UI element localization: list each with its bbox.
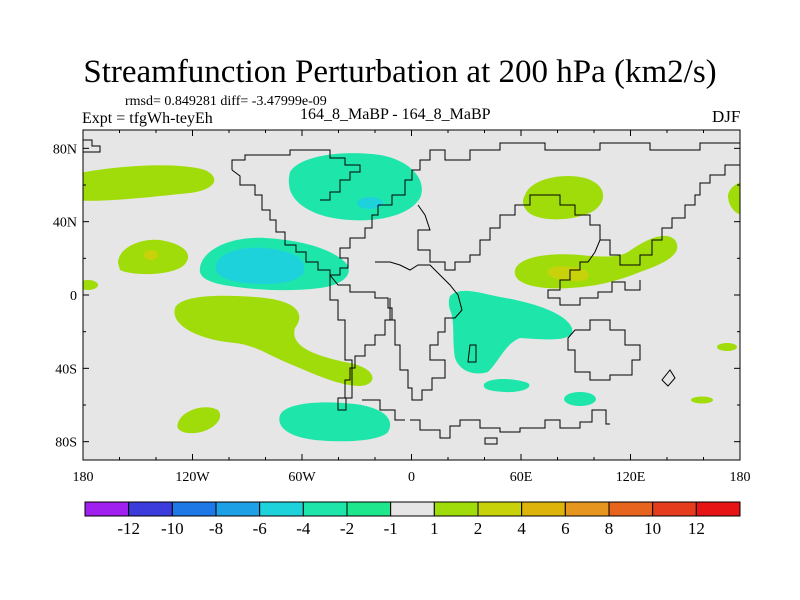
coast-africa	[375, 261, 463, 401]
coast-antarctic-islands	[484, 437, 498, 445]
colorbar-swatch	[346, 501, 392, 517]
colorbar-label: -10	[161, 519, 184, 538]
region-pos-small-west	[83, 280, 98, 290]
colorbar-swatch	[433, 501, 479, 517]
stats-label: rmsd= 0.849281 diff= -3.47999e-09	[125, 94, 327, 109]
colorbar-swatch	[564, 501, 610, 517]
colorbar-label: 1	[430, 519, 439, 538]
x-axis: 180 120W 60W 0 60E 120E 180	[73, 130, 751, 485]
coast-southeast-asia	[547, 239, 641, 306]
season-label: DJF	[712, 107, 741, 126]
colorbar-label: 4	[517, 519, 526, 538]
x-tick-label: 60E	[510, 470, 533, 485]
colorbar-swatch	[171, 501, 217, 517]
case-label: 164_8_MaBP - 164_8_MaBP	[300, 106, 491, 123]
region-neg-indian-ocean	[483, 379, 530, 393]
coast-south-america	[329, 273, 393, 411]
coast-north-america-arctic	[83, 139, 101, 153]
coast-australia	[567, 319, 641, 381]
y-tick-label: 80N	[53, 142, 77, 157]
coastlines	[83, 139, 740, 445]
colorbar-label: -4	[296, 519, 311, 538]
region-pos-small-south-pacific	[717, 343, 737, 351]
region-neg-small-southern-indian	[564, 392, 596, 406]
colorbar-swatch	[695, 501, 741, 517]
coast-europe-asia	[378, 142, 740, 206]
colorbar: -12 -10 -8 -6 -4 -2 -1 1 2 4 6 8 10 12	[84, 501, 741, 538]
x-tick-label: 0	[408, 470, 415, 485]
colorbar-label: 10	[644, 519, 661, 538]
coast-madagascar	[467, 344, 477, 363]
region-pos-northern-pacific-west	[83, 165, 215, 201]
region-pos-small-southern	[691, 396, 713, 404]
colorbar-label: 8	[605, 519, 614, 538]
region-neg-subtropical-atlantic-core	[215, 247, 305, 285]
y-tick-label: 40N	[53, 216, 77, 231]
chart-title: Streamfunction Perturbation at 200 hPa (…	[83, 54, 717, 90]
region-pos-north-pacific-east	[728, 182, 740, 215]
y-axis: 80N 40N 0 40S 80S	[53, 142, 740, 451]
colorbar-label: -6	[253, 519, 267, 538]
colorbar-swatch	[84, 501, 130, 517]
contour-fields	[83, 153, 740, 442]
x-tick-label: 120W	[175, 470, 210, 485]
y-tick-label: 0	[70, 289, 77, 304]
coast-greenland-canada	[231, 149, 361, 201]
coast-north-america	[231, 169, 379, 276]
colorbar-label: -12	[117, 519, 140, 538]
colorbar-swatch	[128, 501, 173, 517]
coast-south-asia	[545, 164, 740, 266]
y-tick-label: 40S	[55, 362, 77, 377]
coast-new-zealand	[661, 369, 676, 387]
experiment-label: Expt = tfgWh-teyEh	[82, 110, 213, 127]
colorbar-label: -8	[209, 519, 223, 538]
x-tick-label: 180	[730, 470, 751, 485]
colorbar-swatch	[521, 501, 566, 517]
region-pos-southern-ocean	[177, 407, 221, 434]
region-neg-north-atlantic-core	[357, 197, 383, 209]
colorbar-swatch	[390, 501, 435, 517]
colorbar-label: -1	[384, 519, 398, 538]
colorbar-swatch	[215, 501, 261, 517]
coast-antarctica	[410, 409, 610, 439]
coast-europe-south	[417, 194, 545, 271]
colorbar-swatch	[259, 501, 304, 517]
region-neg-southern-africa	[448, 290, 573, 374]
colorbar-swatch	[477, 501, 523, 517]
x-tick-label: 120E	[616, 470, 646, 485]
colorbar-swatch	[608, 501, 654, 517]
region-pos-siberia	[523, 175, 604, 220]
region-pos-central-pacific-core	[144, 250, 158, 260]
region-neg-southern-atlantic	[279, 402, 391, 442]
y-tick-label: 80S	[55, 436, 77, 451]
region-pos-south-pacific	[174, 295, 373, 386]
colorbar-label: 12	[688, 519, 705, 538]
colorbar-label: -2	[340, 519, 354, 538]
coast-antarctica-peninsula	[362, 399, 405, 421]
colorbar-swatch	[652, 501, 697, 517]
colorbar-label: 2	[474, 519, 483, 538]
colorbar-swatch	[302, 501, 348, 517]
x-tick-label: 60W	[288, 470, 316, 485]
colorbar-label: 6	[561, 519, 570, 538]
region-neg-north-atlantic	[288, 153, 422, 221]
x-tick-label: 180	[73, 470, 94, 485]
